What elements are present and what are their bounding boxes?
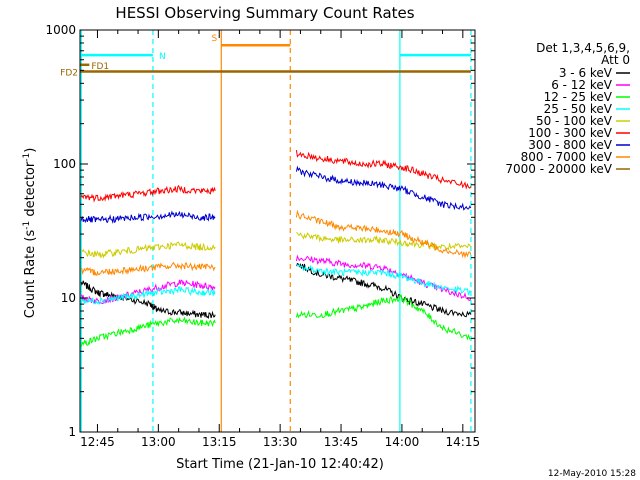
chart-title: HESSI Observing Summary Count Rates [115,4,414,22]
flag-label-fd2: FD2 [60,69,78,79]
y-label-sup1: -1 [22,221,32,230]
plot-frame [79,29,476,433]
legend-label-7: 800 - 7000 keV [521,150,613,164]
legend-label-3: 25 - 50 keV [544,102,613,116]
x-tick-label-1: 13:00 [141,435,176,449]
x-tick-label-4: 13:45 [324,435,359,449]
y-tick-label-3: 1000 [45,23,76,37]
series-line-4-1 [296,231,472,251]
series-line-3-0 [80,286,216,306]
plot-area [80,30,472,432]
series-line-6-0 [80,210,216,224]
legend-label-6: 300 - 800 keV [528,138,612,152]
flag-label-n: N [159,52,166,62]
y-label-main: Count Rate (s [23,230,38,319]
legend-label-5: 100 - 300 keV [528,126,612,140]
y-tick-label-2: 100 [53,157,76,171]
plot-border [79,29,476,433]
series-line-5-1 [295,150,472,190]
series-line-1-1 [295,254,472,301]
x-tick-label-0: 12:45 [80,435,115,449]
x-axis-label: Start Time (21-Jan-10 12:40:42) [176,457,384,472]
series-line-2-0 [80,316,216,347]
series-line-3-1 [296,263,472,296]
flag-label-s: S [212,34,218,44]
legend-header-line1: Det 1,3,4,5,6,9, [536,41,630,55]
vertical-markers [80,30,472,432]
series-line-7-0 [80,261,216,276]
y-axis-label: Count Rate (s-1 detector-1) [22,148,38,319]
series-line-7-1 [295,209,472,259]
x-tick-label-3: 13:30 [263,435,298,449]
flag-labels: N S FD1 FD2 [60,34,217,78]
series-line-0-1 [295,262,472,318]
legend-header-line2: Att 0 [601,53,630,67]
flag-label-fd1: FD1 [91,62,109,72]
series-line-6-1 [295,165,472,211]
timestamp: 12-May-2010 15:28 [548,469,636,479]
series-line-0-0 [80,280,216,320]
x-axis-ticks: 12:45 13:00 13:15 13:30 13:45 14:00 14:15 [80,30,480,449]
legend-label-8: 7000 - 20000 keV [505,162,612,176]
y-label-end: ) [23,148,38,153]
series-line-5-0 [80,184,216,203]
x-tick-label-6: 14:15 [446,435,481,449]
series-lines [80,150,472,347]
y-tick-label-0: 1 [68,425,76,439]
x-tick-label-2: 13:15 [202,435,237,449]
legend-label-0: 3 - 6 keV [559,66,613,80]
legend-label-1: 6 - 12 keV [551,78,613,92]
series-line-2-1 [295,294,472,341]
y-axis-ticks: 1 10 100 1000 [45,23,475,439]
legend-label-4: 50 - 100 keV [536,114,613,128]
series-line-4-0 [81,241,216,259]
y-label-sup2: -1 [22,153,32,162]
y-tick-label-1: 10 [61,291,76,305]
y-label-mid: detector [23,161,38,221]
flag-bars [80,43,471,73]
legend-label-2: 12 - 25 keV [544,90,613,104]
x-tick-label-5: 14:00 [385,435,420,449]
